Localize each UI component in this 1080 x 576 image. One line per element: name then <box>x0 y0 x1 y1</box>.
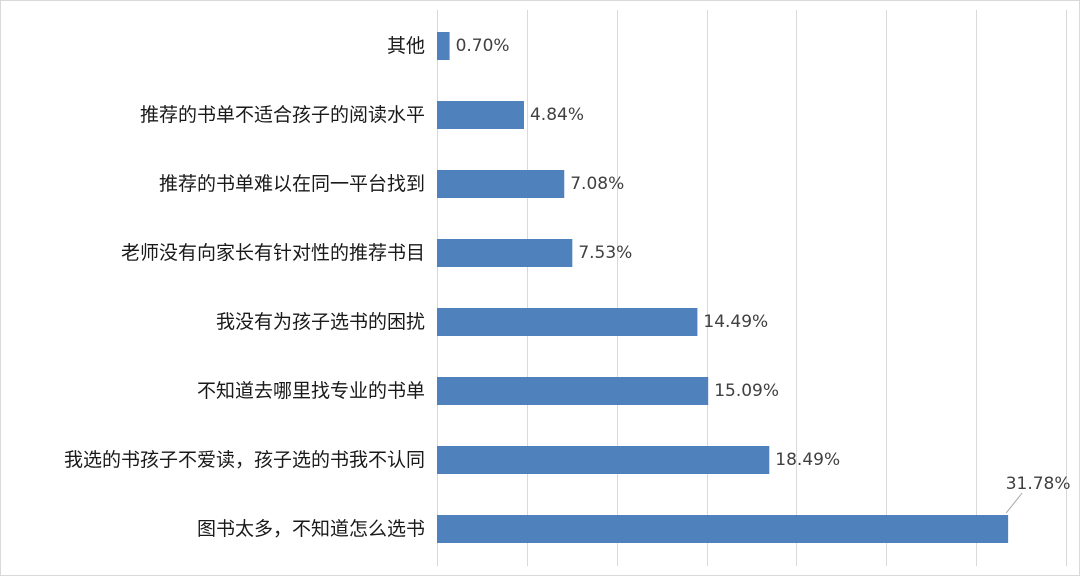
bar <box>437 101 524 129</box>
data-label: 7.08% <box>570 174 624 194</box>
gridlines <box>437 10 1067 566</box>
category-label: 图书太多，不知道怎么选书 <box>197 518 425 540</box>
bar <box>437 32 450 60</box>
category-label: 其他 <box>387 35 425 57</box>
category-label: 老师没有向家长有针对性的推荐书目 <box>121 242 425 264</box>
data-label: 18.49% <box>775 450 840 470</box>
category-label: 我选的书孩子不爱读，孩子选的书我不认同 <box>64 449 425 471</box>
bar <box>437 239 573 267</box>
bar <box>437 377 709 405</box>
leader-line <box>1005 492 1023 514</box>
bars <box>437 32 1009 543</box>
category-label: 不知道去哪里找专业的书单 <box>197 380 425 402</box>
bar <box>437 446 770 474</box>
data-label: 4.84% <box>530 105 584 125</box>
data-label: 7.53% <box>578 243 632 263</box>
data-label: 15.09% <box>714 381 779 401</box>
bar <box>437 515 1009 543</box>
data-label: 31.78% <box>1006 474 1071 494</box>
category-label: 推荐的书单不适合孩子的阅读水平 <box>140 104 425 126</box>
category-label: 我没有为孩子选书的困扰 <box>216 311 425 333</box>
data-label: 14.49% <box>703 312 768 332</box>
data-label: 0.70% <box>456 36 510 56</box>
category-labels: 其他推荐的书单不适合孩子的阅读水平推荐的书单难以在同一平台找到老师没有向家长有针… <box>64 35 425 540</box>
category-label: 推荐的书单难以在同一平台找到 <box>159 173 425 195</box>
data-labels: 0.70% 4.84% 7.08% 7.53% 14.49% 15.09% 18.49% 31… <box>456 36 1071 514</box>
bar <box>437 308 698 336</box>
bar <box>437 170 565 198</box>
